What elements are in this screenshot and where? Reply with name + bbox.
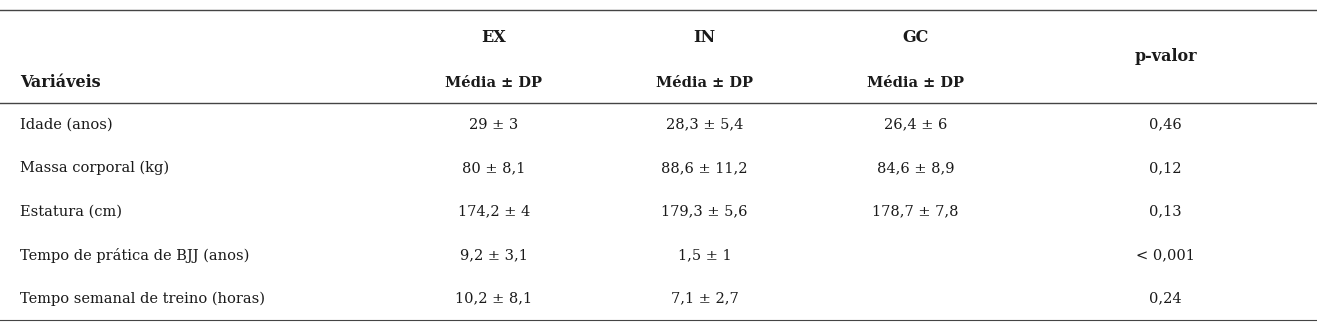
Text: < 0,001: < 0,001 <box>1137 248 1195 262</box>
Text: Média ± DP: Média ± DP <box>656 76 753 90</box>
Text: 84,6 ± 8,9: 84,6 ± 8,9 <box>877 161 954 175</box>
Text: 9,2 ± 3,1: 9,2 ± 3,1 <box>460 248 528 262</box>
Text: IN: IN <box>694 29 715 46</box>
Text: 10,2 ± 8,1: 10,2 ± 8,1 <box>456 292 532 306</box>
Text: 179,3 ± 5,6: 179,3 ± 5,6 <box>661 205 748 219</box>
Text: GC: GC <box>902 29 928 46</box>
Text: EX: EX <box>482 29 506 46</box>
Text: 0,46: 0,46 <box>1150 118 1181 132</box>
Text: p-valor: p-valor <box>1134 48 1197 65</box>
Text: 0,24: 0,24 <box>1150 292 1181 306</box>
Text: 88,6 ± 11,2: 88,6 ± 11,2 <box>661 161 748 175</box>
Text: Tempo de prática de BJJ (anos): Tempo de prática de BJJ (anos) <box>20 248 249 263</box>
Text: Massa corporal (kg): Massa corporal (kg) <box>20 161 169 176</box>
Text: Variáveis: Variáveis <box>20 74 100 91</box>
Text: 80 ± 8,1: 80 ± 8,1 <box>462 161 525 175</box>
Text: Média ± DP: Média ± DP <box>445 76 543 90</box>
Text: 0,13: 0,13 <box>1150 205 1181 219</box>
Text: 28,3 ± 5,4: 28,3 ± 5,4 <box>666 118 743 132</box>
Text: 7,1 ± 2,7: 7,1 ± 2,7 <box>670 292 739 306</box>
Text: Estatura (cm): Estatura (cm) <box>20 205 121 219</box>
Text: Idade (anos): Idade (anos) <box>20 118 112 132</box>
Text: 1,5 ± 1: 1,5 ± 1 <box>678 248 731 262</box>
Text: Tempo semanal de treino (horas): Tempo semanal de treino (horas) <box>20 291 265 306</box>
Text: 0,12: 0,12 <box>1150 161 1181 175</box>
Text: Média ± DP: Média ± DP <box>867 76 964 90</box>
Text: 178,7 ± 7,8: 178,7 ± 7,8 <box>872 205 959 219</box>
Text: 26,4 ± 6: 26,4 ± 6 <box>884 118 947 132</box>
Text: 29 ± 3: 29 ± 3 <box>469 118 519 132</box>
Text: 174,2 ± 4: 174,2 ± 4 <box>458 205 529 219</box>
